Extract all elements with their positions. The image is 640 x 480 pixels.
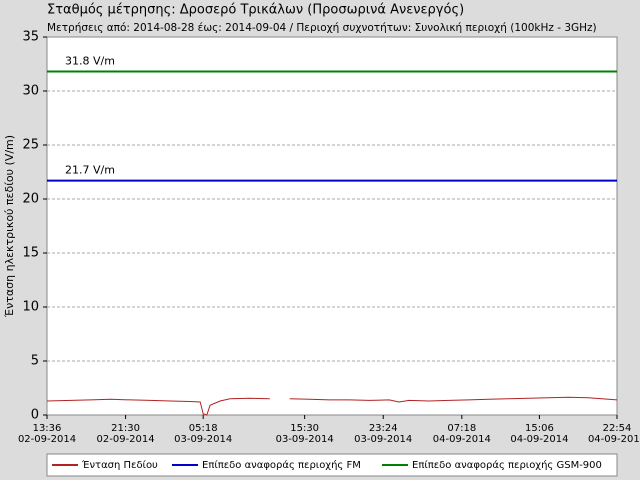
legend — [46, 453, 618, 477]
x-tick-label: 02-09-2014 — [18, 434, 76, 445]
x-tick-label: 02-09-2014 — [97, 434, 155, 445]
x-tick-label: 13:36 — [33, 423, 62, 434]
y-axis-label: Ένταση ηλεκτρικού πεδίου (V/m) — [3, 135, 16, 318]
legend-label: Ένταση Πεδίου — [81, 459, 158, 471]
x-tick-label: 22:54 — [603, 423, 632, 434]
reference-label: 21.7 V/m — [65, 164, 115, 177]
x-tick-label: 05:18 — [189, 423, 218, 434]
y-tick-label: 25 — [22, 138, 39, 153]
x-tick-label: 15:30 — [290, 423, 319, 434]
x-tick-label: 03-09-2014 — [354, 434, 412, 445]
y-tick-label: 20 — [22, 192, 39, 207]
y-tick-label: 15 — [22, 246, 39, 261]
x-tick-label: 03-09-2014 — [174, 434, 232, 445]
legend-label: Επίπεδο αναφοράς περιοχής GSM-900 — [412, 459, 602, 471]
x-tick-label: 15:06 — [525, 423, 554, 434]
reference-label: 31.8 V/m — [65, 55, 115, 68]
x-tick-label: 21:30 — [111, 423, 140, 434]
chart-subtitle: Μετρήσεις από: 2014-08-28 έως: 2014-09-0… — [47, 22, 597, 34]
y-tick-label: 35 — [22, 30, 39, 45]
y-tick-label: 5 — [31, 354, 39, 369]
data-line — [46, 396, 618, 416]
x-tick-label: 04-09-2014 — [510, 434, 568, 445]
x-tick-label: 23:24 — [369, 423, 398, 434]
plot-area — [46, 36, 618, 416]
x-tick-label: 04-09-2014 — [588, 434, 640, 445]
x-tick-label: 04-09-2014 — [433, 434, 491, 445]
legend-label: Επίπεδο αναφοράς περιοχής FM — [202, 459, 361, 471]
y-tick-label: 0 — [31, 408, 39, 423]
chart-title: Σταθμός μέτρησης: Δροσερό Τρικάλων (Προσ… — [47, 3, 464, 18]
x-tick-label: 03-09-2014 — [276, 434, 334, 445]
x-tick-label: 07:18 — [447, 423, 476, 434]
y-tick-label: 10 — [22, 300, 39, 315]
y-tick-label: 30 — [22, 84, 39, 99]
